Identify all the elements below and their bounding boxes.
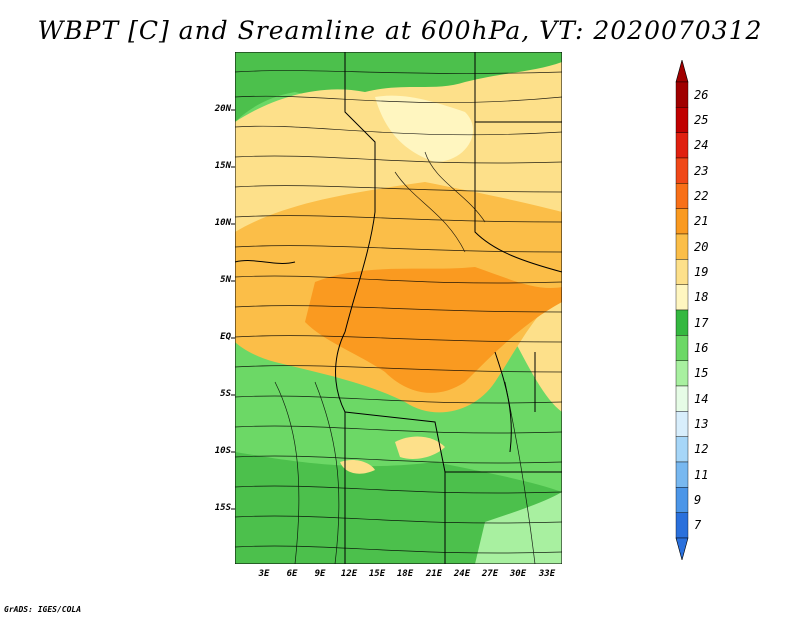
lon-label-24e: 24E <box>453 569 471 579</box>
colorbar-label: 19 <box>694 265 709 279</box>
field-light-green-corner <box>475 492 562 564</box>
colorbar-swatch <box>675 183 689 209</box>
colorbar-label: 17 <box>694 315 709 330</box>
colorbar-top-arrow <box>675 60 689 83</box>
colorbar-label: 9 <box>694 493 702 507</box>
grads-credit: GrADS: IGES/COLA <box>4 605 82 614</box>
colorbar-swatch <box>675 284 689 311</box>
lat-label-10s: 10S <box>214 446 231 456</box>
field-light-yellow-north <box>375 95 474 162</box>
field-south-yellow-patch <box>395 436 445 459</box>
colorbar-label: 26 <box>694 87 709 102</box>
colorbar-bottom-arrow <box>675 537 689 560</box>
lat-label-5n: 5N <box>220 275 231 285</box>
colorbar-swatch <box>675 335 689 361</box>
field-south-dark-green <box>235 452 562 564</box>
lat-label-10n: 10N <box>214 218 231 228</box>
colorbar-label: 24 <box>694 138 709 153</box>
colorbar-label: 21 <box>694 214 709 229</box>
lon-label-27e: 27E <box>481 569 499 579</box>
colorbar-swatch <box>675 81 689 108</box>
lon-label-6e: 6E <box>286 569 298 579</box>
lat-label-eq: EQ <box>220 332 231 342</box>
map-panel <box>235 52 562 564</box>
streamlines <box>235 70 562 564</box>
lon-label-33e: 33E <box>538 569 556 579</box>
colorbar-swatch <box>675 233 689 260</box>
colorbar-swatch <box>675 385 689 412</box>
lat-label-20n: 20N <box>214 104 231 114</box>
field-deep-orange <box>305 267 562 393</box>
colorbar-label: 23 <box>694 163 709 178</box>
colorbar-label: 20 <box>694 239 709 254</box>
colorbar-label: 11 <box>694 467 709 482</box>
colorbar <box>675 60 689 560</box>
colorbar-label: 13 <box>694 417 709 431</box>
colorbar-swatch <box>675 436 689 463</box>
colorbar-swatch <box>675 309 689 336</box>
country-borders <box>235 52 562 564</box>
colorbar-label: 12 <box>694 442 709 457</box>
colorbar-swatch <box>675 411 689 437</box>
colorbar-label: 25 <box>694 113 709 127</box>
lon-label-3e: 3E <box>258 569 270 579</box>
colorbar-swatch <box>675 259 689 285</box>
field-north-green <box>235 52 562 122</box>
lon-label-21e: 21E <box>425 569 443 579</box>
colorbar-swatch <box>675 208 689 235</box>
colorbar-label: 16 <box>694 341 709 355</box>
lon-label-18e: 18E <box>396 569 414 579</box>
lon-label-15e: 15E <box>368 569 386 579</box>
colorbar-swatch <box>675 132 689 159</box>
colorbar-label: 7 <box>694 518 702 533</box>
lat-label-15n: 15N <box>214 161 231 171</box>
colorbar-label: 14 <box>694 391 709 406</box>
colorbar-swatch <box>675 512 689 539</box>
field-south-yellow-patch-2 <box>340 459 375 474</box>
lon-label-12e: 12E <box>340 569 358 579</box>
colorbar-swatch <box>675 157 689 184</box>
colorbar-swatch <box>675 360 689 387</box>
colorbar-swatch <box>675 107 689 133</box>
colorbar-label: 15 <box>694 366 709 381</box>
chart-title: WBPT [C] and Sreamline at 600hPa, VT: 20… <box>37 16 763 45</box>
lon-label-30e: 30E <box>509 569 527 579</box>
lon-label-9e: 9E <box>314 569 326 579</box>
colorbar-swatch <box>675 487 689 513</box>
colorbar-label: 18 <box>694 290 709 305</box>
axis-ticks <box>231 109 235 510</box>
lat-label-15s: 15S <box>214 503 231 513</box>
lat-label-5s: 5S <box>220 389 231 399</box>
colorbar-label: 22 <box>694 189 709 203</box>
colorbar-swatch <box>675 461 689 488</box>
